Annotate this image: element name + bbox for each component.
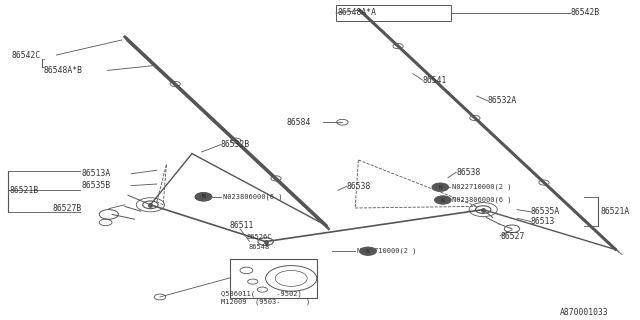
- Bar: [336, 5, 451, 21]
- Text: N: N: [366, 249, 370, 254]
- Text: N023806000(6 ): N023806000(6 ): [452, 197, 511, 203]
- Circle shape: [195, 193, 212, 201]
- Text: 86548: 86548: [248, 244, 269, 250]
- Circle shape: [360, 247, 376, 255]
- Text: 86527: 86527: [500, 232, 525, 241]
- Text: 86513: 86513: [531, 217, 555, 226]
- Text: 86538: 86538: [347, 182, 371, 191]
- Text: 86527B: 86527B: [52, 204, 82, 213]
- Text: A870001033: A870001033: [560, 308, 609, 317]
- Text: 86538: 86538: [456, 168, 481, 177]
- Text: 86535A: 86535A: [531, 207, 560, 216]
- Text: 86548A*A: 86548A*A: [338, 8, 377, 17]
- Text: 86521A: 86521A: [600, 207, 630, 216]
- Text: M12009  (9503-      ): M12009 (9503- ): [221, 298, 310, 305]
- Text: 86532A: 86532A: [488, 96, 517, 105]
- Text: 86513A: 86513A: [82, 169, 111, 178]
- Text: 86535B: 86535B: [82, 181, 111, 190]
- Text: N023806000(6 ): N023806000(6 ): [223, 194, 282, 200]
- Text: 86521B: 86521B: [10, 186, 39, 195]
- Text: 86541: 86541: [422, 76, 447, 84]
- Text: 86526C: 86526C: [246, 235, 272, 240]
- Bar: [230, 259, 317, 298]
- Text: 86511: 86511: [229, 221, 253, 230]
- Text: N022710000(2 ): N022710000(2 ): [452, 184, 511, 190]
- Text: N022710000(2 ): N022710000(2 ): [357, 248, 417, 254]
- Text: N: N: [438, 185, 442, 190]
- Circle shape: [195, 193, 212, 201]
- Text: 86584: 86584: [287, 118, 311, 127]
- Text: 86542B: 86542B: [571, 8, 600, 17]
- Text: N: N: [202, 194, 205, 199]
- Text: Q586011(     -9502): Q586011( -9502): [221, 291, 301, 297]
- Circle shape: [435, 196, 451, 204]
- Text: N: N: [441, 197, 445, 203]
- Text: N: N: [202, 194, 205, 199]
- Text: 86542C: 86542C: [12, 51, 41, 60]
- Circle shape: [432, 183, 449, 191]
- Text: 86532B: 86532B: [221, 140, 250, 149]
- Text: 86548A*B: 86548A*B: [44, 66, 83, 75]
